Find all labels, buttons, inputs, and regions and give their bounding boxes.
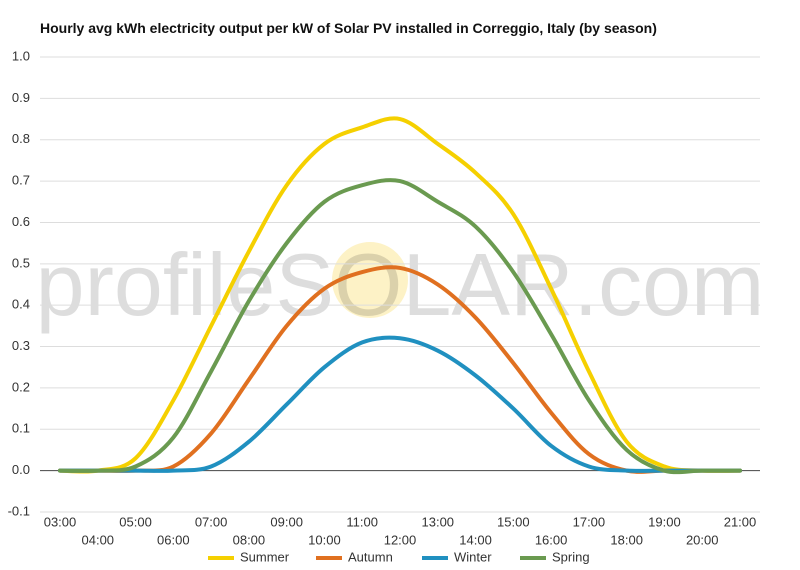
legend-label: Summer (240, 549, 290, 564)
y-tick-label: 0.8 (12, 131, 30, 146)
y-tick-label: 0.9 (12, 90, 30, 105)
x-tick-label: 20:00 (686, 532, 719, 547)
x-tick-label: 15:00 (497, 514, 530, 529)
y-tick-label: 0.4 (12, 297, 30, 312)
y-tick-label: 0.0 (12, 462, 30, 477)
y-tick-label: 0.7 (12, 173, 30, 188)
line (58, 116, 742, 474)
legend-label: Winter (454, 549, 492, 564)
y-tick-label: 0.2 (12, 379, 30, 394)
x-tick-label: 11:00 (346, 514, 378, 529)
x-tick-label: 16:00 (535, 532, 568, 547)
y-tick-label: 1.0 (12, 48, 30, 63)
y-tick-label: -0.1 (8, 503, 30, 518)
x-tick-label: 18:00 (610, 532, 643, 547)
y-tick-label: 0.5 (12, 255, 30, 270)
watermark-sun (332, 242, 408, 318)
x-tick-label: 14:00 (459, 532, 492, 547)
chart-title: Hourly avg kWh electricity output per kW… (40, 20, 657, 36)
legend-label: Autumn (348, 549, 393, 564)
line (58, 178, 742, 475)
x-tick-label: 06:00 (157, 532, 190, 547)
x-tick-label: 05:00 (119, 514, 152, 529)
line (58, 335, 742, 473)
x-tick-label: 04:00 (82, 532, 115, 547)
y-tick-label: 0.6 (12, 214, 30, 229)
y-tick-label: 0.3 (12, 338, 30, 353)
x-tick-label: 21:00 (724, 514, 757, 529)
x-tick-label: 03:00 (44, 514, 77, 529)
x-tick-label: 09:00 (270, 514, 303, 529)
x-tick-label: 17:00 (573, 514, 606, 529)
x-tick-label: 08:00 (233, 532, 266, 547)
x-tick-label: 13:00 (422, 514, 455, 529)
x-tick-label: 12:00 (384, 532, 417, 547)
x-tick-label: 10:00 (308, 532, 341, 547)
x-tick-label: 07:00 (195, 514, 228, 529)
y-tick-label: 0.1 (12, 421, 30, 436)
legend-label: Spring (552, 549, 590, 564)
x-tick-label: 19:00 (648, 514, 681, 529)
watermark: profileSOLAR.com (36, 235, 765, 334)
